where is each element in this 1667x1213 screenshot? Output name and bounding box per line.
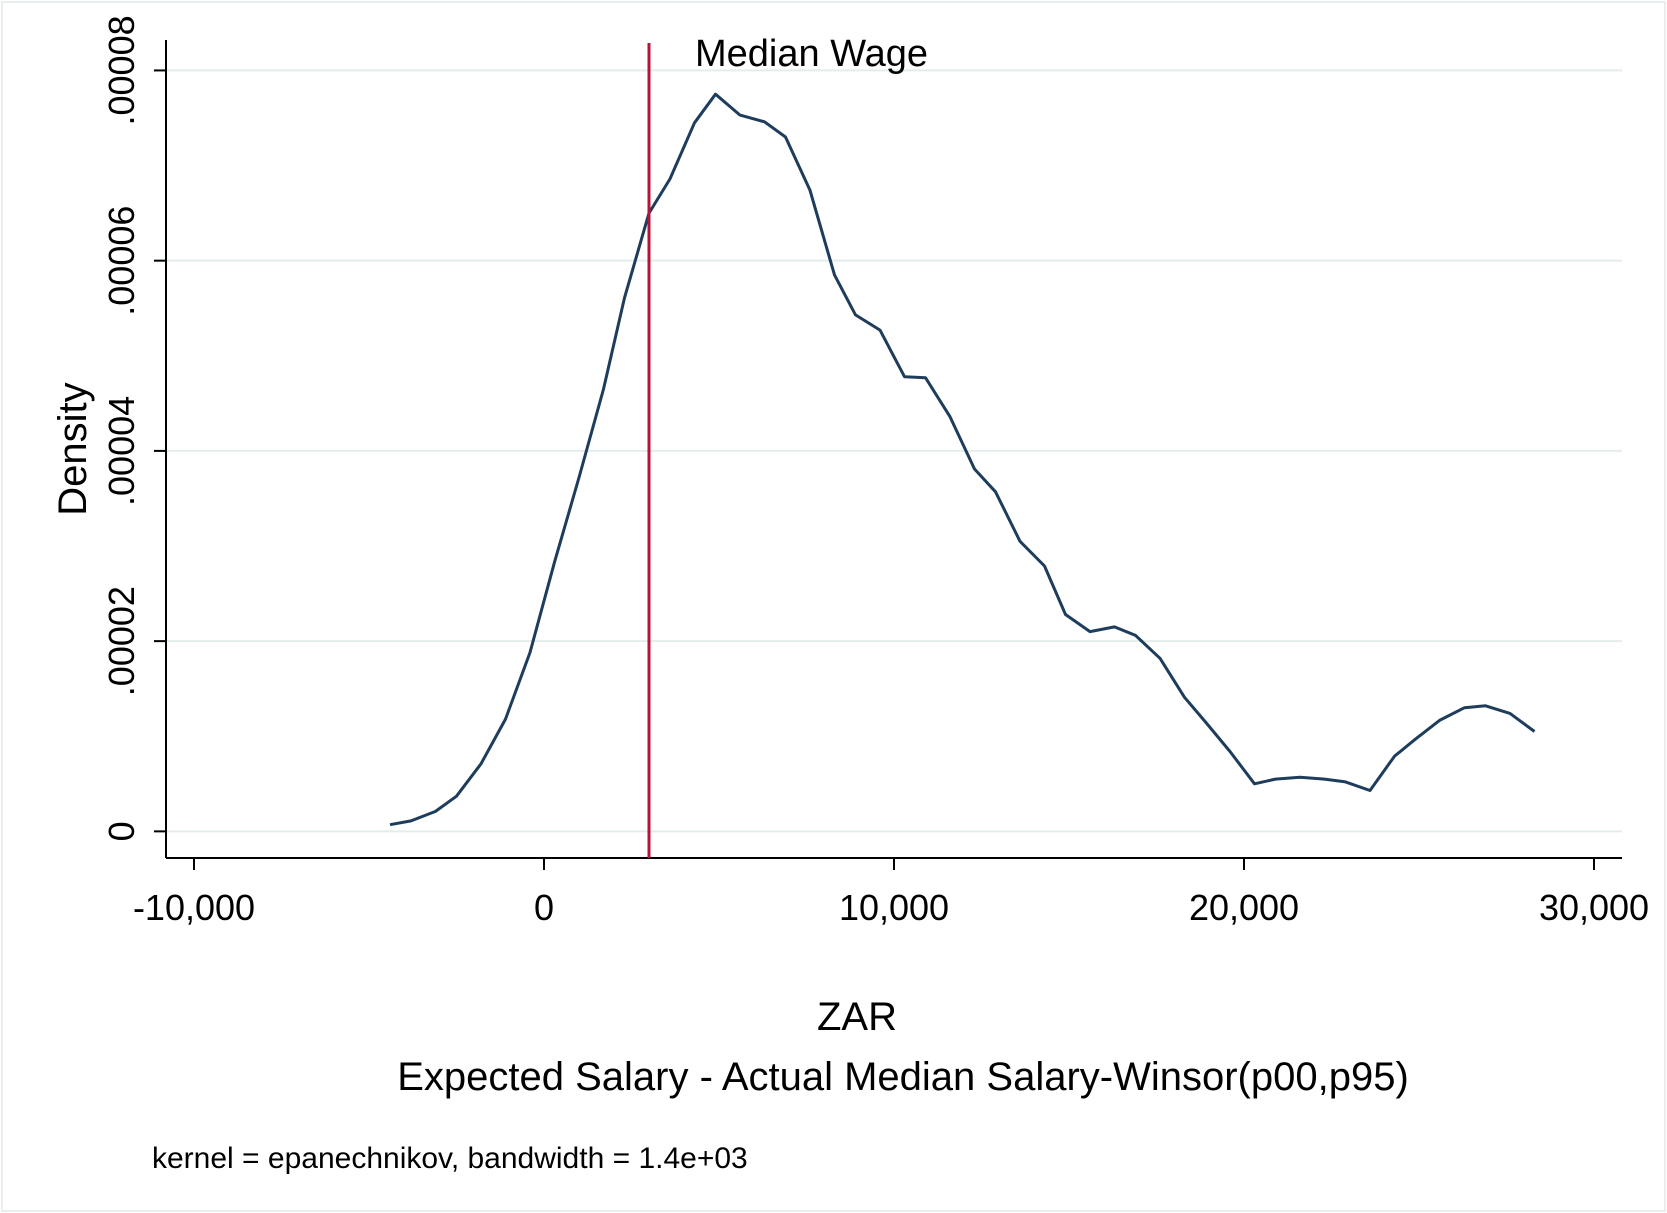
x-tick-label: 0 [534,887,554,928]
y-tick-label: 0 [101,821,142,841]
x-tick-label: 10,000 [839,887,949,928]
y-tick-label: .00008 [101,15,142,125]
x-axis-subtitle: Expected Salary - Actual Median Salary-W… [397,1055,1409,1099]
y-axis-title: Density [51,382,95,515]
x-tick-label: 20,000 [1189,887,1299,928]
y-axis-ticks: 0 .00002 .00004 .00006 .00008 [101,15,166,841]
y-tick-label: .00004 [101,396,142,506]
x-axis-title: ZAR [817,995,897,1039]
y-tick-label: .00006 [101,206,142,316]
density-series-line [389,92,1536,827]
kernel-note: kernel = epanechnikov, bandwidth = 1.4e+… [152,1142,748,1175]
median-wage-label: Median Wage [695,33,928,75]
y-tick-label: .00002 [101,586,142,696]
gridlines [166,69,1622,833]
x-tick-label: -10,000 [133,887,255,928]
x-axis-ticks: -10,000 0 10,000 20,000 30,000 [133,858,1649,928]
x-tick-label: 30,000 [1539,887,1649,928]
